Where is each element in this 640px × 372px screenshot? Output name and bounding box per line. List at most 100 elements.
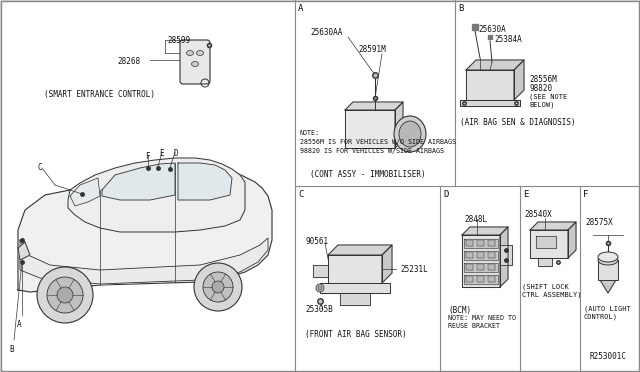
Ellipse shape	[399, 121, 421, 147]
Text: C: C	[37, 163, 42, 172]
Text: 28268: 28268	[117, 57, 140, 66]
Text: 28556M IS FOR VEHICLES W/O SIDE AIRBAGS: 28556M IS FOR VEHICLES W/O SIDE AIRBAGS	[300, 139, 456, 145]
Text: NOTE:: NOTE:	[300, 130, 320, 136]
Bar	[295, 186, 440, 372]
Polygon shape	[340, 293, 370, 305]
Text: 28591M: 28591M	[358, 45, 386, 54]
Text: CONTROL): CONTROL)	[584, 314, 618, 321]
Text: (FRONT AIR BAG SENSOR): (FRONT AIR BAG SENSOR)	[305, 330, 407, 339]
Polygon shape	[464, 251, 498, 260]
Text: 98820: 98820	[529, 84, 552, 93]
Polygon shape	[514, 60, 524, 100]
Text: 2848L: 2848L	[464, 215, 487, 224]
Bar	[598, 260, 618, 280]
Circle shape	[194, 263, 242, 311]
Polygon shape	[466, 264, 473, 270]
Text: (SEE NOTE: (SEE NOTE	[529, 93, 567, 99]
Ellipse shape	[196, 51, 204, 55]
Text: REUSE BRACKET: REUSE BRACKET	[448, 323, 500, 329]
Text: (SHIFT LOCK: (SHIFT LOCK	[522, 284, 569, 291]
FancyBboxPatch shape	[180, 40, 210, 84]
Polygon shape	[500, 245, 512, 265]
Text: (AUTO LIGHT: (AUTO LIGHT	[584, 306, 631, 312]
Polygon shape	[477, 276, 484, 282]
Text: E: E	[159, 149, 164, 158]
Circle shape	[47, 277, 83, 313]
Polygon shape	[68, 158, 245, 232]
Text: 28556M: 28556M	[529, 75, 557, 84]
Polygon shape	[530, 222, 576, 230]
Text: 28575X: 28575X	[585, 218, 612, 227]
Text: CTRL ASSEMBLY): CTRL ASSEMBLY)	[522, 292, 582, 298]
Ellipse shape	[394, 116, 426, 152]
Bar	[440, 186, 520, 372]
Text: 28540X: 28540X	[524, 210, 552, 219]
Polygon shape	[466, 240, 473, 246]
Text: (SMART ENTRANCE CONTROL): (SMART ENTRANCE CONTROL)	[45, 90, 156, 99]
Polygon shape	[568, 222, 576, 258]
Polygon shape	[464, 263, 498, 272]
Polygon shape	[466, 60, 524, 70]
Polygon shape	[530, 230, 568, 258]
Text: F: F	[583, 190, 588, 199]
Ellipse shape	[186, 51, 193, 55]
Circle shape	[316, 284, 324, 292]
Text: 25305B: 25305B	[305, 305, 333, 314]
Polygon shape	[488, 252, 495, 258]
Circle shape	[212, 281, 224, 293]
Polygon shape	[345, 102, 403, 110]
Text: E: E	[523, 190, 529, 199]
Polygon shape	[466, 252, 473, 258]
Polygon shape	[464, 275, 498, 284]
Polygon shape	[466, 276, 473, 282]
Text: B: B	[9, 345, 13, 354]
Polygon shape	[477, 240, 484, 246]
Polygon shape	[500, 227, 508, 287]
Polygon shape	[178, 163, 232, 200]
Text: 25630A: 25630A	[478, 25, 506, 34]
Polygon shape	[70, 178, 100, 206]
Polygon shape	[462, 235, 500, 287]
Polygon shape	[488, 264, 495, 270]
Text: B: B	[458, 4, 463, 13]
Text: 28599: 28599	[167, 36, 190, 45]
Text: (CONT ASSY - IMMOBILISER): (CONT ASSY - IMMOBILISER)	[310, 170, 426, 179]
Polygon shape	[466, 70, 514, 100]
Text: R253001C: R253001C	[590, 352, 627, 361]
Polygon shape	[477, 264, 484, 270]
Polygon shape	[600, 280, 616, 293]
Polygon shape	[18, 163, 272, 292]
Text: 90561: 90561	[305, 237, 328, 246]
Text: F: F	[145, 152, 150, 161]
Text: 25630AA: 25630AA	[310, 28, 342, 37]
Polygon shape	[345, 110, 395, 148]
Polygon shape	[488, 276, 495, 282]
Text: 25231L: 25231L	[400, 265, 428, 274]
Ellipse shape	[598, 252, 618, 262]
Text: (BCM): (BCM)	[448, 306, 471, 315]
Polygon shape	[18, 242, 30, 260]
Polygon shape	[464, 239, 498, 248]
Polygon shape	[488, 240, 495, 246]
Bar	[295, 0, 455, 186]
Polygon shape	[20, 238, 268, 284]
Text: A: A	[17, 320, 22, 329]
Polygon shape	[395, 102, 403, 148]
Polygon shape	[313, 265, 328, 277]
Text: A: A	[298, 4, 303, 13]
Text: C: C	[298, 190, 303, 199]
Polygon shape	[536, 236, 556, 248]
Ellipse shape	[191, 61, 198, 67]
Polygon shape	[328, 255, 382, 283]
Polygon shape	[320, 283, 390, 293]
Bar	[0, 0, 295, 372]
Polygon shape	[382, 245, 392, 283]
Circle shape	[318, 286, 322, 290]
Polygon shape	[462, 227, 508, 235]
Bar	[580, 186, 640, 372]
Circle shape	[203, 272, 233, 302]
Text: D: D	[443, 190, 449, 199]
Polygon shape	[328, 245, 392, 255]
Polygon shape	[102, 163, 175, 200]
Polygon shape	[477, 252, 484, 258]
